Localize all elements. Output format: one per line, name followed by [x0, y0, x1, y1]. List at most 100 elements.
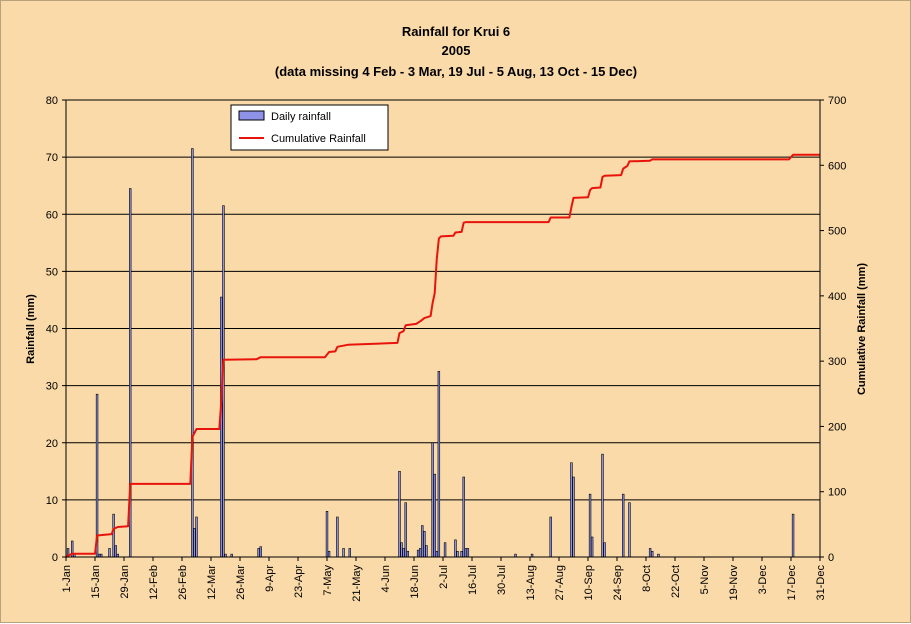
y2-axis-title: Cumulative Rainfall (mm): [856, 263, 868, 395]
y-tick-label: 40: [46, 324, 58, 336]
x-tick-label: 7-May: [322, 565, 334, 596]
y-tick-label: 80: [46, 95, 58, 107]
daily-rainfall-bar: [443, 542, 447, 558]
y2-tick-label: 100: [828, 487, 846, 499]
daily-rainfall-bar: [342, 548, 345, 558]
daily-rainfall-bar: [336, 516, 339, 558]
daily-rainfall-bar: [406, 550, 409, 558]
y-tick-label: 10: [46, 495, 58, 507]
x-tick-label: 16-Jul: [467, 565, 479, 595]
daily-rainfall-bar: [112, 513, 115, 558]
daily-rainfall-bar: [108, 548, 111, 558]
daily-rainfall-bar: [416, 549, 420, 558]
daily-rainfall-bar: [191, 148, 194, 558]
y2-tick-label: 200: [828, 421, 846, 433]
daily-rainfall-bar: [325, 510, 329, 558]
y-tick-label: 60: [46, 209, 58, 221]
daily-rainfall-bar: [95, 393, 99, 558]
daily-rainfall-bar: [114, 545, 117, 558]
daily-rainfall-bar: [195, 516, 198, 558]
daily-rainfall-bar: [648, 548, 652, 558]
x-tick-label: 31-Dec: [815, 565, 827, 601]
x-tick-label: 12-Feb: [148, 565, 160, 600]
daily-rainfall-bar: [348, 548, 351, 558]
x-tick-label: 5-Nov: [699, 565, 711, 595]
daily-rainfall-bar: [549, 516, 552, 558]
x-tick-label: 1-Jan: [61, 565, 73, 593]
x-tick-label: 29-Jan: [119, 565, 131, 599]
y-tick-label: 30: [46, 381, 58, 393]
legend-label-cumulative: Cumulative Rainfall: [271, 133, 366, 145]
daily-rainfall-bar: [464, 548, 467, 558]
daily-rainfall-bar: [601, 453, 604, 558]
daily-rainfall-bar: [456, 550, 459, 558]
y2-tick-label: 500: [828, 226, 846, 238]
x-tick-label: 26-Feb: [177, 565, 189, 600]
x-tick-label: 3-Dec: [757, 565, 769, 595]
x-tick-label: 22-Oct: [670, 565, 682, 598]
x-tick-label: 2-Jul: [438, 565, 450, 589]
x-tick-label: 18-Jun: [409, 565, 421, 599]
y-tick-label: 20: [46, 438, 58, 450]
daily-rainfall-bar: [570, 462, 573, 558]
daily-rainfall-bar: [421, 525, 424, 558]
daily-rainfall-bar: [603, 542, 606, 558]
axes: 0 10 20 30 40 50 60 70 80 0 100 200 300 400 500 600 700 1…: [46, 95, 847, 602]
y2-tick-label: 600: [828, 160, 846, 172]
x-tick-label: 23-Apr: [293, 565, 305, 598]
x-tick-label: 21-May: [351, 565, 363, 602]
chart-subtitle: 2005: [442, 43, 471, 58]
x-tick-label: 13-Aug: [525, 565, 537, 600]
chart-title: Rainfall for Krui 6: [402, 24, 510, 39]
y2-tick-label: 700: [828, 95, 846, 107]
daily-rainfall-bar: [572, 476, 575, 558]
daily-rainfall-bar: [462, 476, 465, 558]
daily-rainfall-bar: [588, 493, 592, 558]
daily-rainfall-bar: [460, 550, 463, 558]
y2-tick-label: 400: [828, 291, 846, 303]
daily-rainfall-bar: [466, 548, 470, 558]
x-tick-label: 10-Sep: [583, 565, 595, 600]
x-tick-label: 19-Nov: [728, 565, 740, 601]
y2-tick-label: 300: [828, 356, 846, 368]
daily-rainfall-bar: [402, 548, 405, 558]
daily-rainfall-bar: [651, 550, 654, 558]
daily-rainfall-bar: [437, 371, 441, 558]
y2-tick-label: 0: [828, 552, 834, 564]
daily-rainfall-bar: [433, 473, 436, 558]
daily-rainfall-bar: [398, 471, 401, 558]
daily-rainfall-bar: [622, 493, 625, 558]
daily-rainfall-bar: [590, 536, 594, 558]
daily-rainfall-bar: [425, 545, 428, 558]
daily-rainfall-bar: [220, 296, 223, 558]
x-tick-label: 12-Mar: [206, 565, 218, 600]
y-tick-label: 70: [46, 152, 58, 164]
daily-rainfall-bar: [791, 513, 795, 558]
daily-rainfall-bar: [628, 502, 631, 558]
legend: Daily rainfall Cumulative Rainfall: [230, 104, 389, 151]
daily-rainfall-bar: [435, 550, 438, 558]
daily-rainfall-bar: [423, 530, 426, 558]
daily-rainfall-bar: [454, 539, 457, 558]
y-axis-title: Rainfall (mm): [25, 294, 37, 364]
daily-rainfall-bar: [431, 442, 434, 558]
cumulative-line: [65, 153, 820, 558]
chart-note: (data missing 4 Feb - 3 Mar, 19 Jul - 5 …: [275, 64, 637, 79]
x-tick-label: 27-Aug: [554, 565, 566, 600]
daily-rainfall-bar: [400, 542, 403, 558]
x-tick-label: 9-Apr: [264, 565, 276, 592]
x-tick-label: 17-Dec: [786, 565, 798, 601]
daily-bars: [66, 148, 795, 558]
daily-rainfall-bar: [193, 528, 196, 558]
x-tick-label: 30-Jul: [496, 565, 508, 595]
daily-rainfall-bar: [404, 502, 407, 558]
legend-label-daily: Daily rainfall: [271, 111, 331, 123]
x-tick-label: 8-Oct: [641, 565, 653, 592]
x-tick-label: 15-Jan: [90, 565, 102, 599]
daily-rainfall-bar: [419, 548, 422, 558]
daily-rainfall-bar: [259, 546, 262, 558]
y-tick-label: 0: [52, 552, 58, 564]
daily-rainfall-bar: [257, 548, 260, 558]
